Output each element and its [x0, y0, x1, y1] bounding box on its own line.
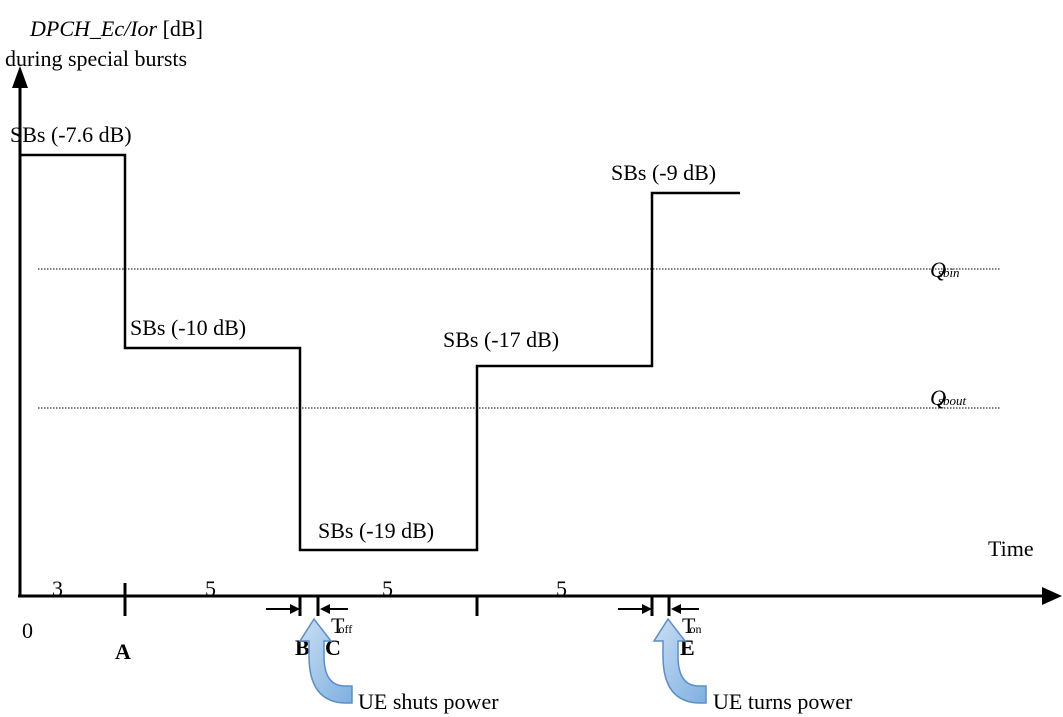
segment-label: SBs (-7.6 dB)	[10, 122, 132, 147]
curved-arrow-icon	[652, 617, 707, 704]
y-axis: DPCH_Ec/Ior [dB] during special bursts	[5, 16, 203, 596]
toff-label: Toff	[331, 613, 352, 638]
ton-label: Ton	[682, 613, 701, 638]
durations: 3 5 5 5	[52, 576, 567, 601]
callout-shuts: UE shuts power	[298, 617, 499, 714]
qsbout-label: Qsbout	[930, 385, 966, 410]
point-a-label: A	[115, 639, 131, 664]
origin-label: 0	[22, 618, 33, 643]
time-ticks	[123, 583, 671, 616]
segment-label: SBs (-19 dB)	[318, 518, 434, 543]
segment-label: SBs (-10 dB)	[130, 315, 246, 340]
power-step-line	[20, 153, 740, 552]
ton-interval: Ton	[618, 604, 701, 638]
time-point-labels: A B C E	[115, 635, 695, 664]
callout-turns-text: UE turns power	[713, 689, 853, 714]
segment-labels: SBs (-7.6 dB) SBs (-10 dB) SBs (-19 dB) …	[10, 122, 716, 543]
callout-turns: UE turns power	[652, 617, 853, 714]
segment-label: SBs (-17 dB)	[443, 327, 559, 352]
callout-shuts-text: UE shuts power	[358, 689, 499, 714]
duration-label: 5	[205, 576, 216, 601]
y-axis-arrowhead	[12, 66, 28, 88]
y-axis-subtitle: during special bursts	[5, 46, 187, 71]
duration-label: 5	[556, 576, 567, 601]
duration-label: 3	[52, 576, 63, 601]
qsbin-label: Qsbin	[930, 257, 960, 282]
curved-arrow-icon	[298, 617, 353, 704]
thresholds: Qsbin Qsbout	[38, 257, 1000, 410]
segment-label: SBs (-9 dB)	[611, 160, 716, 185]
x-axis: Time 0	[18, 536, 1062, 643]
x-axis-label: Time	[988, 536, 1034, 561]
y-axis-title: DPCH_Ec/Ior [dB]	[29, 16, 203, 41]
duration-label: 5	[382, 576, 393, 601]
toff-interval: Toff	[266, 604, 352, 638]
x-axis-arrowhead	[1042, 587, 1062, 605]
